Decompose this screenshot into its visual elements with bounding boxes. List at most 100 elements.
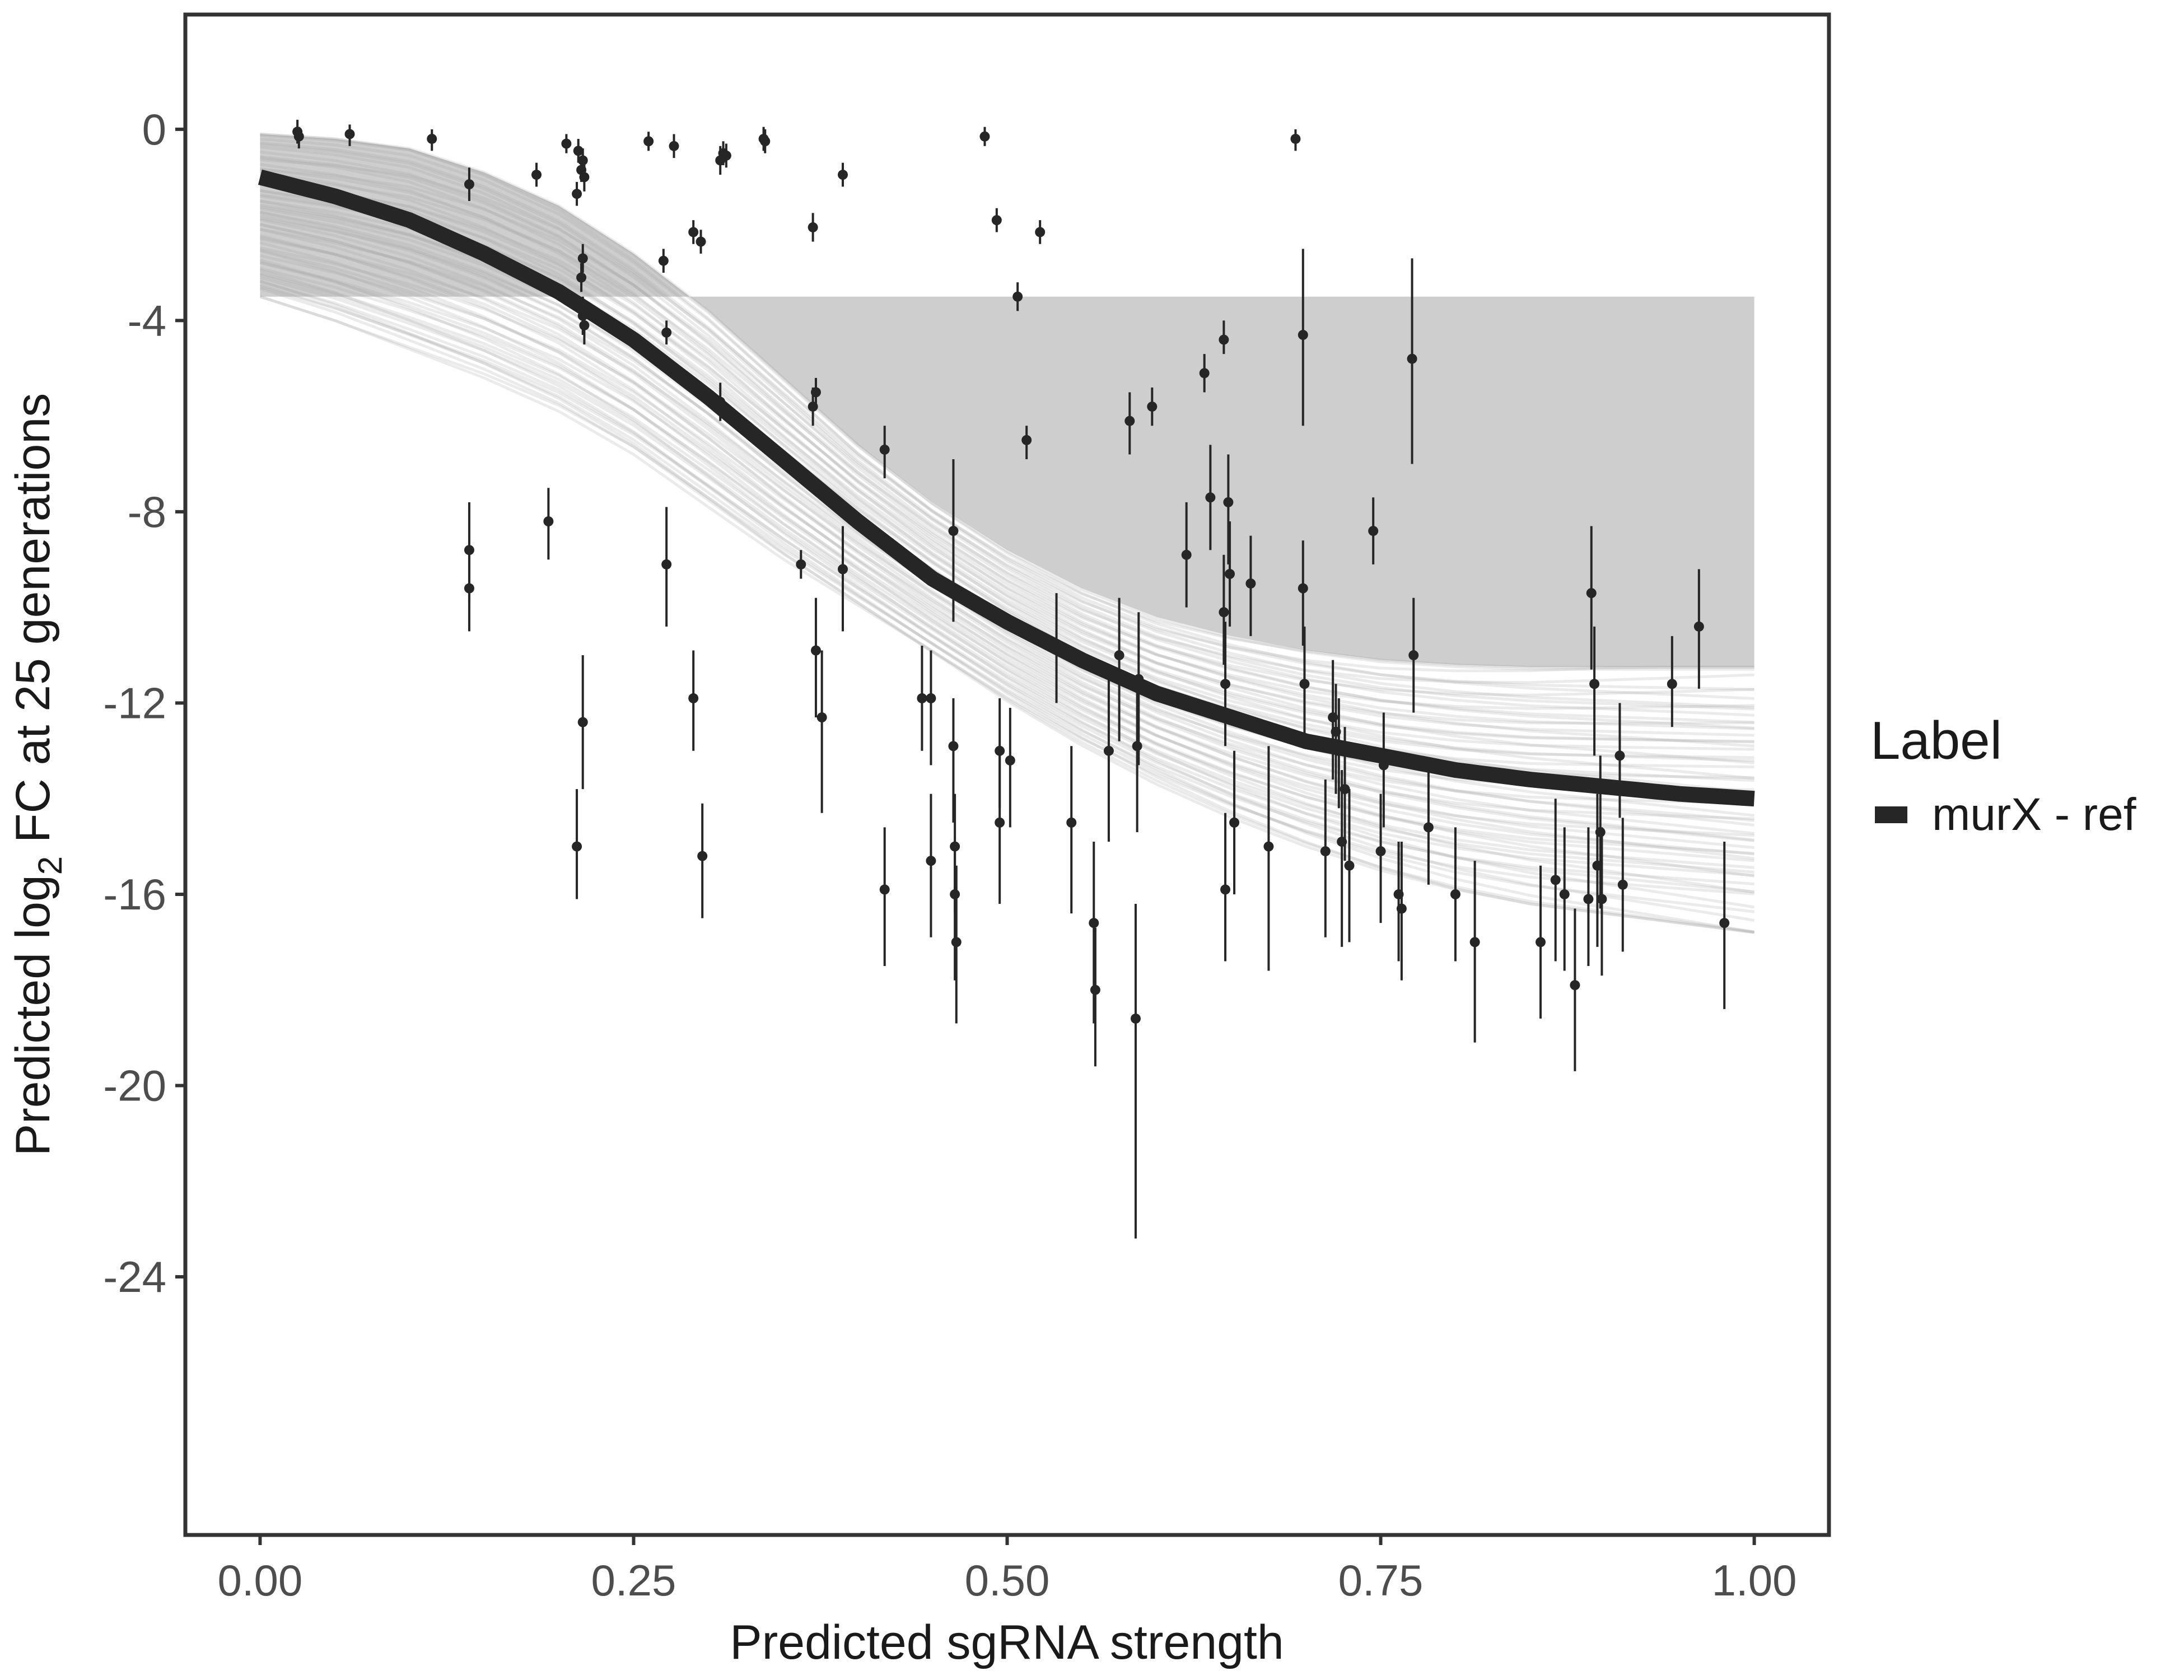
- y-axis-title-rest: FC at 25 generations: [6, 393, 60, 856]
- data-point: [464, 583, 474, 594]
- data-point: [1219, 334, 1229, 345]
- data-point: [995, 745, 1005, 756]
- data-point: [1592, 860, 1603, 871]
- data-point: [1298, 330, 1308, 340]
- data-point: [1595, 827, 1606, 837]
- legend-title: Label: [1870, 711, 2002, 771]
- data-point: [1597, 894, 1607, 904]
- legend: Label murX - ref: [1870, 711, 2136, 840]
- data-point: [1617, 879, 1628, 890]
- data-point: [991, 215, 1002, 226]
- data-point: [572, 189, 582, 199]
- data-point: [1199, 368, 1210, 379]
- data-point: [669, 141, 679, 151]
- posterior-draw-line: [260, 189, 1754, 710]
- posterior-draw-line: [259, 272, 1754, 855]
- data-point: [796, 559, 806, 570]
- data-point: [1066, 817, 1077, 828]
- posterior-draw-line: [260, 180, 1754, 737]
- data-point: [1469, 937, 1480, 948]
- y-axis-title: Predicted log2 FC at 25 generations: [6, 393, 69, 1156]
- posterior-draw-line: [259, 273, 1754, 869]
- data-point: [577, 155, 588, 166]
- posterior-draw-line: [259, 218, 1754, 842]
- data-point: [926, 856, 936, 866]
- data-point: [1051, 640, 1062, 651]
- posterior-draw-line: [259, 241, 1754, 909]
- posterior-draw-line: [260, 170, 1754, 794]
- data-point: [979, 131, 990, 142]
- data-point: [1719, 918, 1730, 928]
- posterior-draw-line: [259, 222, 1754, 860]
- y-axis: 0 -4 -8 -12 -16 -20 -24: [103, 105, 185, 1301]
- data-point: [658, 255, 669, 266]
- data-point: [917, 693, 927, 703]
- posterior-draw-line: [259, 283, 1754, 913]
- posterior-draw-line: [260, 183, 1754, 697]
- x-tick-label: 1.00: [1712, 1556, 1797, 1605]
- data-point: [1005, 755, 1015, 766]
- posterior-draw-line: [259, 276, 1754, 874]
- posterior-draw-line: [259, 295, 1754, 895]
- data-point: [1225, 568, 1235, 579]
- posterior-draw-line: [260, 134, 1754, 671]
- data-point: [1290, 133, 1301, 144]
- posterior-draw-line: [260, 156, 1754, 764]
- data-point: [688, 693, 699, 703]
- data-point: [661, 327, 672, 338]
- data-point: [1583, 894, 1594, 904]
- data-point: [1586, 588, 1597, 599]
- fit-curve-murx-ref: [258, 169, 1755, 807]
- posterior-draw-line: [259, 279, 1754, 934]
- data-point: [1396, 903, 1407, 914]
- data-point: [950, 889, 960, 899]
- data-point: [573, 146, 584, 156]
- data-point: [1012, 291, 1023, 302]
- data-point: [1570, 980, 1580, 991]
- data-point: [643, 136, 654, 147]
- data-point: [1693, 621, 1704, 632]
- data-point: [1667, 679, 1677, 689]
- posterior-draw-line: [259, 285, 1754, 877]
- data-point: [1423, 822, 1434, 833]
- posterior-draw-line: [259, 280, 1754, 893]
- x-tick-label: 0.25: [591, 1556, 676, 1605]
- data-point: [1147, 402, 1158, 412]
- data-point: [1368, 526, 1379, 536]
- data-point: [1375, 846, 1386, 857]
- posterior-draw-line: [260, 158, 1754, 669]
- posterior-draw-line: [260, 194, 1754, 725]
- posterior-draw-line: [259, 295, 1754, 885]
- x-tick-label: 0.50: [965, 1556, 1050, 1605]
- data-point: [577, 310, 588, 321]
- data-point: [1220, 884, 1231, 895]
- data-point: [838, 564, 848, 575]
- data-point: [579, 172, 590, 183]
- data-point: [1219, 607, 1229, 618]
- data-point: [838, 170, 848, 180]
- data-point: [464, 545, 474, 556]
- data-point: [1103, 745, 1114, 756]
- posterior-draw-line: [259, 261, 1754, 820]
- data-point: [1299, 679, 1310, 689]
- data-point: [531, 170, 542, 180]
- posterior-draw-line: [260, 150, 1754, 748]
- data-point: [1344, 860, 1355, 871]
- data-point: [543, 516, 554, 526]
- data-point: [808, 222, 818, 232]
- fit-curve-layer: [258, 169, 1755, 807]
- data-point: [1559, 889, 1570, 899]
- data-point: [1124, 416, 1135, 426]
- data-point: [1550, 875, 1561, 885]
- posterior-draw-line: [259, 268, 1754, 934]
- data-point: [948, 526, 959, 536]
- posterior-draw-line: [259, 236, 1754, 850]
- posterior-draw-line: [260, 137, 1754, 691]
- data-point: [1378, 760, 1389, 771]
- data-point: [1263, 841, 1274, 852]
- data-point: [1328, 712, 1338, 723]
- posterior-draw-line: [259, 267, 1754, 837]
- posterior-draw-line: [260, 163, 1754, 780]
- y-tick-label: -4: [128, 296, 166, 345]
